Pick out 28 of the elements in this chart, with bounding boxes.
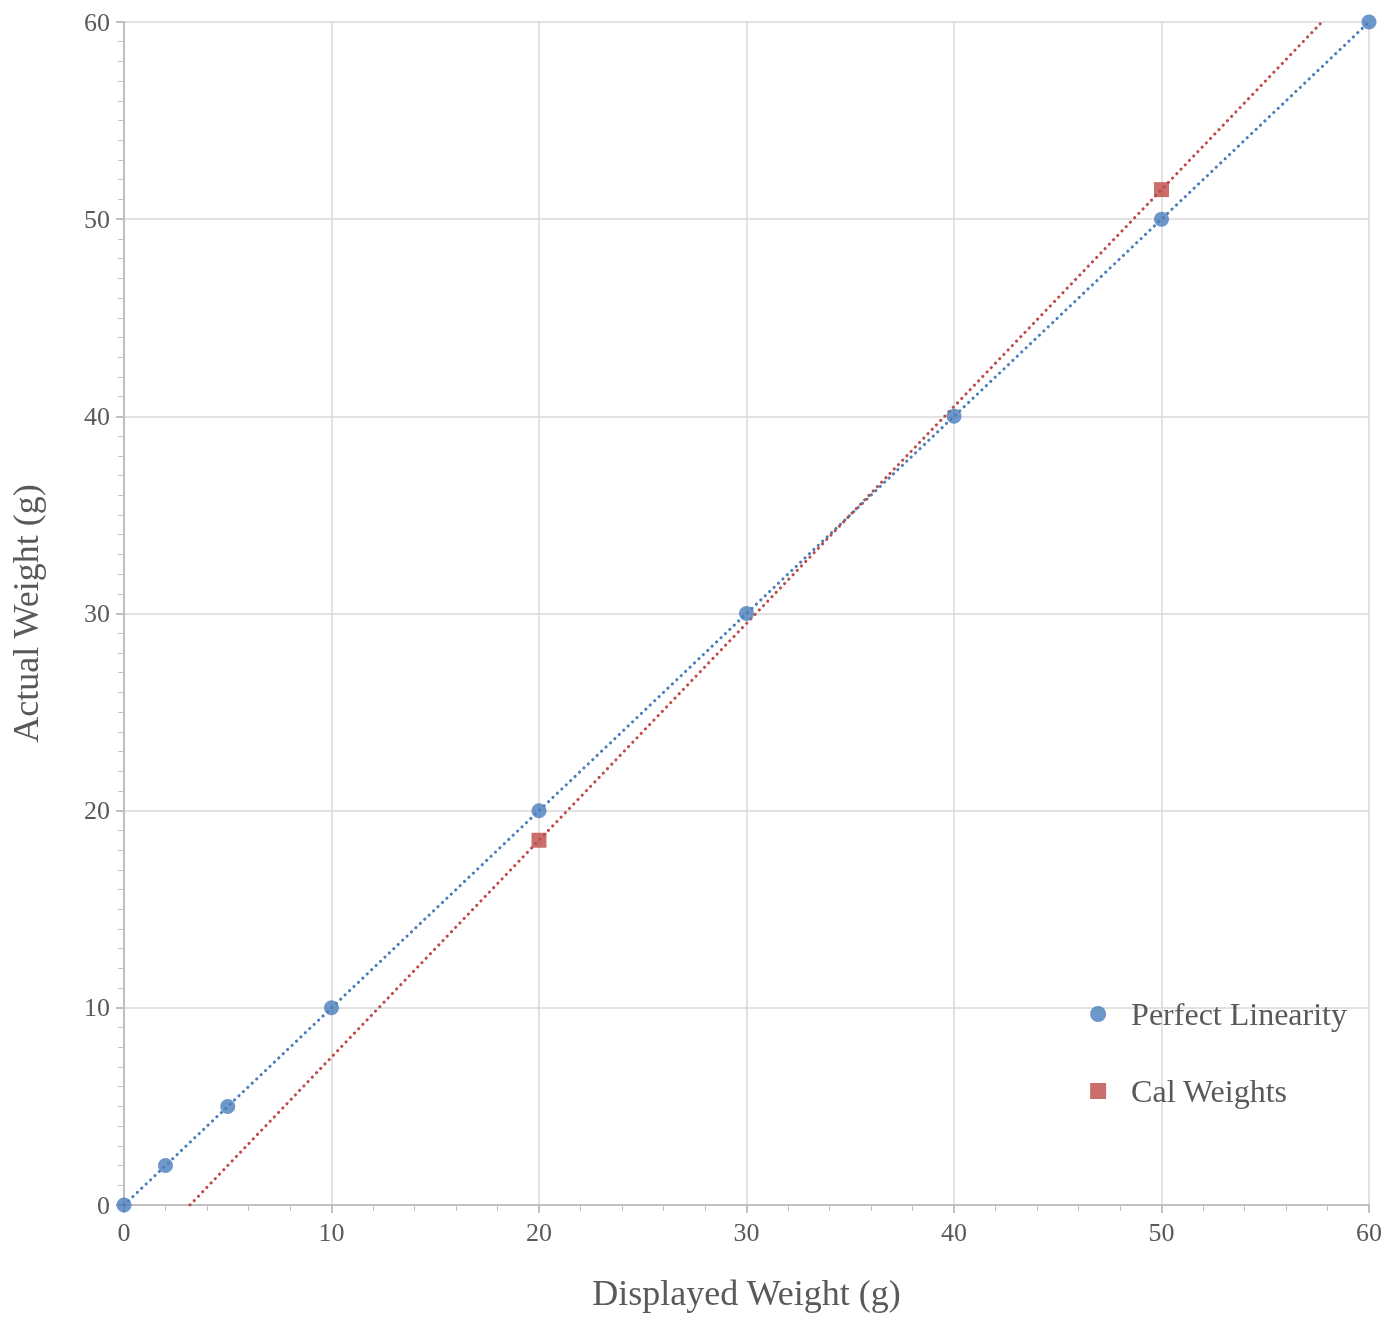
x-tick-label: 10 bbox=[318, 1217, 345, 1247]
point bbox=[158, 1158, 173, 1174]
x-tick-label: 20 bbox=[526, 1217, 552, 1247]
point bbox=[739, 606, 754, 621]
y-tick-label: 60 bbox=[84, 7, 110, 37]
y-tick-label: 30 bbox=[84, 599, 110, 628]
y-tick-label: 20 bbox=[84, 796, 110, 826]
x-tick-label: 30 bbox=[733, 1217, 760, 1247]
point bbox=[1361, 14, 1377, 30]
point bbox=[946, 408, 962, 424]
y-tick-label: 10 bbox=[84, 993, 110, 1023]
point bbox=[1154, 182, 1169, 198]
x-tick-label: 60 bbox=[1356, 1217, 1382, 1247]
point bbox=[531, 803, 547, 819]
point bbox=[220, 1098, 236, 1114]
x-tick-label: 50 bbox=[1148, 1217, 1175, 1247]
y-tick-label: 40 bbox=[84, 401, 110, 431]
legend-label: Perfect Linearity bbox=[1131, 996, 1347, 1032]
y-axis-title: Actual Weight (g) bbox=[6, 484, 46, 743]
x-axis-title: Displayed Weight (g) bbox=[592, 1273, 901, 1313]
point bbox=[531, 832, 547, 848]
y-tick-label: 50 bbox=[84, 204, 110, 234]
x-tick-label: 40 bbox=[941, 1217, 967, 1247]
point bbox=[1154, 211, 1169, 227]
x-tick-label: 0 bbox=[117, 1217, 131, 1247]
point bbox=[324, 1000, 339, 1016]
y-tick-label: 0 bbox=[97, 1190, 110, 1220]
legend-label: Cal Weights bbox=[1131, 1073, 1288, 1109]
